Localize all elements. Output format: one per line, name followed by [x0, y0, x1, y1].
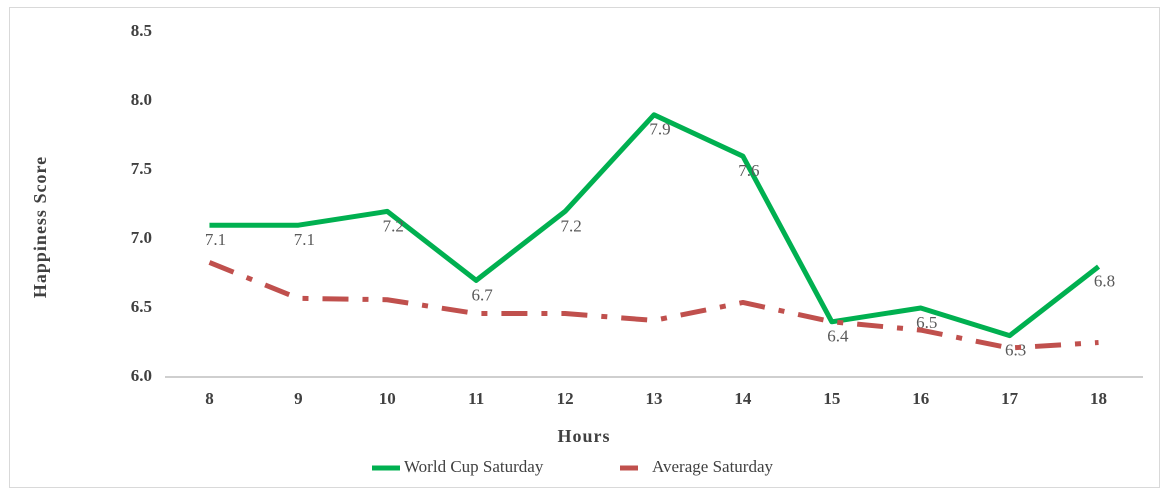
- legend-label: Average Saturday: [652, 457, 773, 476]
- data-label: 7.6: [738, 161, 759, 180]
- y-tick-label: 6.5: [131, 297, 152, 316]
- data-label: 7.2: [560, 216, 581, 235]
- data-label: 7.9: [649, 120, 670, 139]
- chart-border: [9, 7, 1160, 488]
- legend-label: World Cup Saturday: [404, 457, 544, 476]
- x-tick-label: 17: [1001, 389, 1019, 408]
- data-label: 6.8: [1094, 272, 1115, 291]
- x-axis-title: Hours: [557, 426, 610, 446]
- x-tick-label: 11: [468, 389, 484, 408]
- x-tick-label: 8: [205, 389, 214, 408]
- series-line: [209, 112, 1101, 339]
- y-tick-label: 7.0: [131, 228, 152, 247]
- data-label: 6.4: [827, 327, 849, 346]
- x-tick-label: 18: [1090, 389, 1107, 408]
- data-label: 7.2: [383, 216, 404, 235]
- x-tick-label: 16: [912, 389, 929, 408]
- x-tick-label: 14: [734, 389, 752, 408]
- data-label: 7.1: [294, 230, 315, 249]
- x-tick-label: 10: [379, 389, 396, 408]
- data-label: 6.5: [916, 313, 937, 332]
- x-tick-label: 12: [557, 389, 574, 408]
- data-label: 6.7: [472, 285, 494, 304]
- x-tick-label: 9: [294, 389, 303, 408]
- x-tick-label: 13: [646, 389, 663, 408]
- data-label: 7.1: [205, 230, 226, 249]
- y-axis-title: Happiness Score: [30, 156, 50, 298]
- x-tick-label: 15: [823, 389, 840, 408]
- y-tick-label: 8.0: [131, 90, 152, 109]
- y-tick-label: 7.5: [131, 159, 152, 178]
- y-tick-label: 6.0: [131, 366, 152, 385]
- y-tick-label: 8.5: [131, 21, 152, 40]
